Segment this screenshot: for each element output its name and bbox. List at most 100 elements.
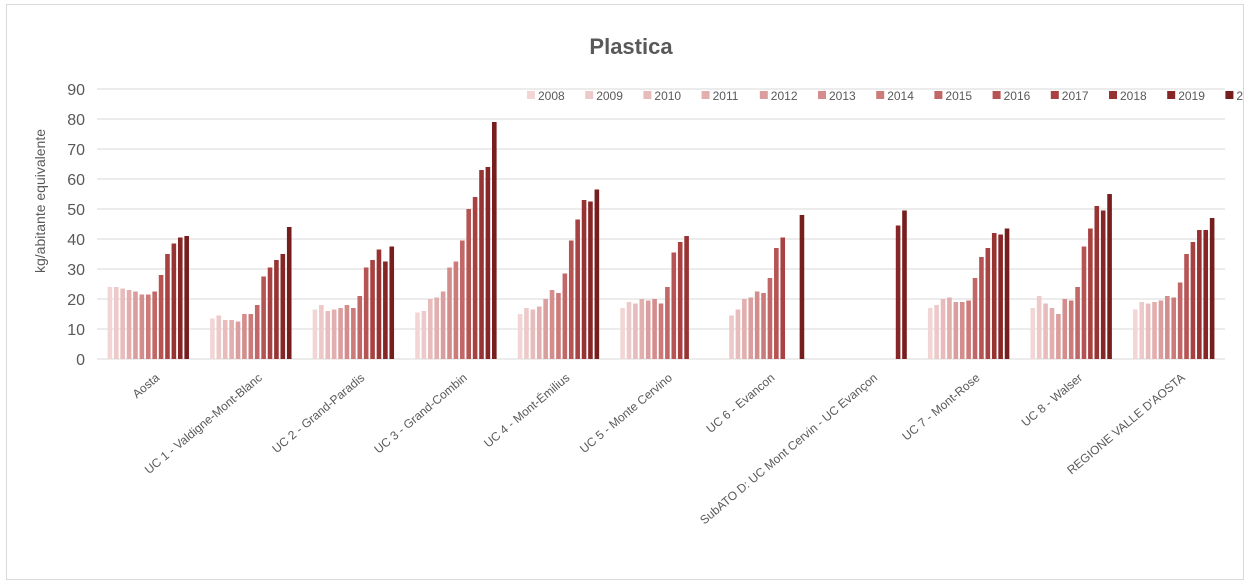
bar — [325, 311, 331, 359]
bar — [953, 302, 959, 359]
legend-swatch — [527, 91, 535, 99]
bar — [171, 243, 177, 359]
category-label: UC 7 - Mont-Rose — [899, 370, 982, 443]
bar — [524, 308, 529, 359]
bar — [331, 309, 337, 359]
bar — [460, 240, 465, 359]
bar — [216, 315, 222, 359]
bar — [1177, 282, 1183, 359]
bar — [1004, 228, 1010, 359]
bar — [1036, 296, 1042, 359]
legend-swatch — [1167, 91, 1176, 99]
bar — [1152, 302, 1157, 359]
bar — [440, 291, 446, 359]
bar — [165, 254, 170, 359]
bar — [556, 293, 561, 359]
bar — [485, 167, 491, 359]
bar — [1030, 308, 1036, 359]
bar — [383, 261, 388, 359]
legend-label: 2018 — [1120, 89, 1147, 103]
legend-label: 2015 — [945, 89, 972, 103]
bar — [1171, 297, 1177, 359]
bar — [1145, 303, 1151, 359]
legend-swatch — [992, 91, 1001, 99]
bar — [748, 297, 754, 359]
y-tick-label: 0 — [76, 352, 85, 369]
bar — [280, 254, 286, 359]
bar — [543, 299, 548, 359]
y-tick-label: 40 — [67, 232, 85, 249]
bar — [985, 248, 991, 359]
bar — [626, 302, 632, 359]
bar — [998, 234, 1003, 359]
bar — [575, 219, 580, 359]
bar — [472, 197, 478, 359]
legend-swatch — [1225, 91, 1234, 99]
bar — [184, 236, 189, 359]
bar — [665, 287, 670, 359]
bar — [774, 248, 779, 359]
bar — [453, 261, 459, 359]
bar — [1081, 246, 1087, 359]
y-tick-label: 70 — [67, 142, 85, 159]
bar — [1197, 230, 1202, 359]
legend-label: 2019 — [1178, 89, 1205, 103]
bar — [421, 311, 427, 359]
bar — [633, 303, 638, 359]
legend-swatch — [818, 91, 826, 99]
bar — [319, 305, 324, 359]
chart-svg: Plastica kg/abitante equivalente 0 10 20 30… — [32, 34, 1243, 527]
category-label: UC 2 - Grand-Paradis — [269, 371, 367, 456]
bar — [979, 257, 984, 359]
bar — [120, 288, 125, 359]
bar — [767, 278, 773, 359]
bar — [517, 314, 523, 359]
bar — [1049, 308, 1055, 359]
bar — [210, 318, 215, 359]
bar — [588, 201, 593, 359]
bar — [152, 291, 157, 359]
category-label: REGIONE VALLE D'AOSTA — [1064, 371, 1187, 478]
bar — [549, 290, 555, 359]
bar — [581, 200, 587, 359]
category-label: Aosta — [130, 370, 163, 401]
bar — [934, 305, 939, 359]
y-tick-label: 20 — [67, 292, 85, 309]
bar — [447, 267, 452, 359]
bar — [1203, 230, 1209, 359]
bar — [780, 237, 786, 359]
bar — [645, 300, 651, 359]
legend-label: 2016 — [1004, 89, 1031, 103]
bar — [761, 293, 766, 359]
bar — [177, 237, 183, 359]
legend-label: 2020 — [1236, 89, 1243, 103]
chart-frame: Plastica kg/abitante equivalente 0 10 20 30… — [6, 4, 1244, 580]
bar — [1100, 210, 1106, 359]
bar — [902, 210, 907, 359]
bar — [492, 122, 497, 359]
bar — [113, 287, 119, 359]
category-label: UC 6 - Evancon — [704, 371, 778, 436]
bar — [1094, 206, 1100, 359]
bar-marks — [107, 122, 1215, 359]
bar — [133, 291, 138, 359]
bar — [139, 294, 145, 359]
y-axis-label: kg/abitante equivalente — [32, 129, 48, 273]
bar — [267, 267, 273, 359]
bar — [754, 291, 760, 359]
bar — [1133, 309, 1138, 359]
bar — [376, 249, 382, 359]
y-tick-label: 80 — [67, 112, 85, 129]
bar — [1075, 287, 1080, 359]
category-label: SubATO D: UC Mont Cervin - UC Evançon — [697, 371, 880, 528]
bar — [742, 299, 747, 359]
bar — [658, 303, 664, 359]
bar — [235, 321, 241, 359]
bar — [274, 260, 279, 359]
bar — [145, 294, 151, 359]
bar — [351, 308, 356, 359]
legend-swatch — [934, 91, 943, 99]
bar — [671, 252, 677, 359]
bar — [1043, 303, 1048, 359]
